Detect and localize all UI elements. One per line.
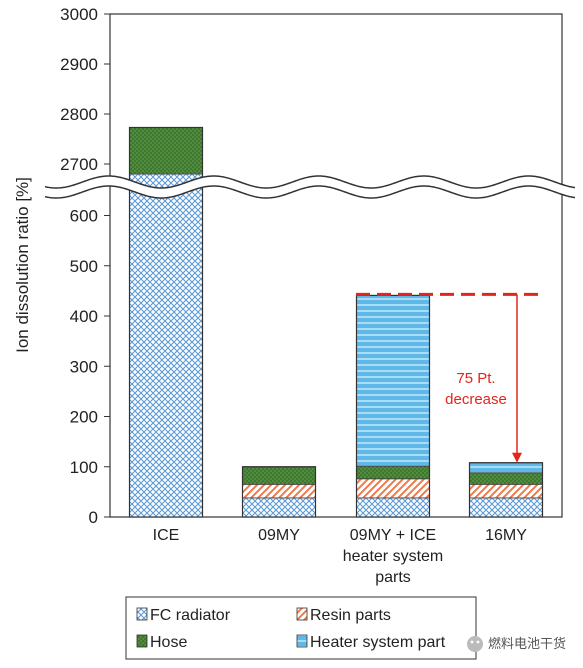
bar-outline [355,294,431,518]
bar-segment-heater-system-parts [356,294,430,467]
bar-segment-fc-radiator [129,173,203,518]
watermark-text: 燃料电池干货 [488,636,566,652]
axis-break-line-top [44,175,576,189]
wechat-icon-dot [476,640,480,644]
y-tick-label: 2700 [60,155,98,174]
y-axis-label: Ion dissolution ratio [%] [13,177,32,353]
bar-outline [241,466,317,518]
bar-outline [468,462,544,518]
x-category-label: parts [375,569,411,586]
x-category-label: ICE [153,527,180,544]
y-tick-label: 3000 [60,5,98,24]
x-category-label: 09MY + ICE [350,527,436,544]
axis-break-band [45,176,575,198]
y-tick-label: 100 [70,458,98,477]
bar-segment-hose [356,465,430,480]
y-tick-label: 500 [70,257,98,276]
bar-segment-hose [129,127,203,175]
legend-swatch-hose [136,634,148,648]
wechat-icon [467,636,483,652]
legend-label-heater-system-parts: Heater system part [310,634,446,651]
bar-segment-fc-radiator [242,497,316,518]
y-tick-label: 200 [70,408,98,427]
bar-segment-fc-radiator [469,497,543,518]
watermark: 燃料电池干货 [467,636,566,652]
legend-frame [125,596,477,660]
legend: FC radiator Resin parts Hose Heater syst… [125,596,477,660]
bar-segment-heater-system-parts [469,462,543,474]
bar-segment-resin-parts [356,478,430,499]
axis-break-line-bottom [44,185,576,199]
y-tick-label: 0 [89,508,98,527]
x-category-label: 09MY [258,527,300,544]
x-category-label: 16MY [485,527,527,544]
legend-label-resin-parts: Resin parts [310,607,391,624]
bar-segment-fc-radiator [356,497,430,518]
bar-segment-hose [469,472,543,485]
annotation-arrow-head [512,452,522,463]
legend-swatch-resin-parts [296,607,308,621]
wechat-icon-dot [470,640,474,644]
bar-outline [128,126,204,518]
x-category-label: heater system [343,548,443,565]
y-tick-label: 600 [70,207,98,226]
y-tick-label: 300 [70,357,98,376]
annotation-text: decrease [445,391,507,408]
y-tick-label: 2900 [60,55,98,74]
bar-segment-resin-parts [469,483,543,499]
bar-segment-hose [242,466,316,485]
y-tick-label: 400 [70,307,98,326]
y-tick-label: 2800 [60,105,98,124]
legend-label-fc-radiator: FC radiator [150,607,231,624]
annotation-text: 75 Pt. [456,370,495,387]
legend-label-hose: Hose [150,634,187,651]
legend-swatch-fc-radiator [136,607,148,621]
legend-swatch-heater-system-parts [296,634,308,648]
bar-segment-resin-parts [242,483,316,499]
